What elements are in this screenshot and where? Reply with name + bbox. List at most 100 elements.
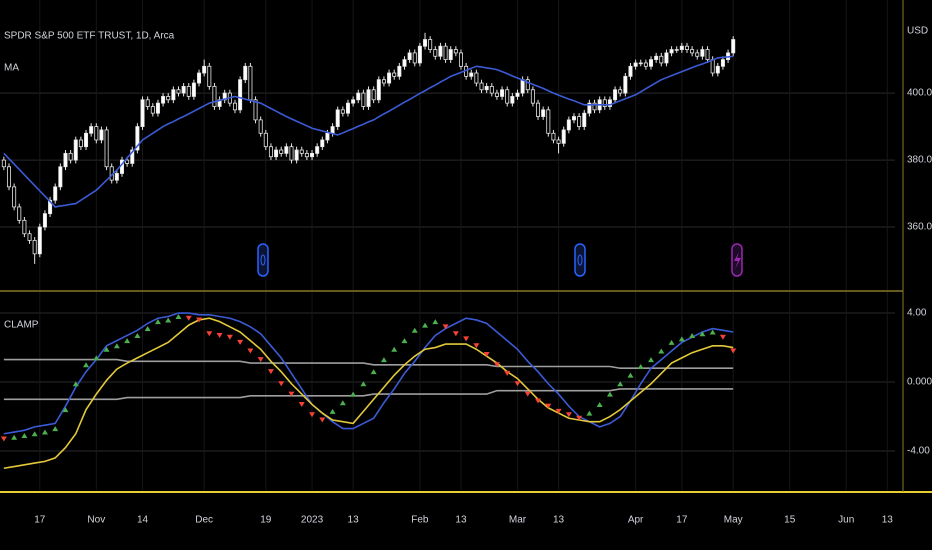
triangle-marker: [360, 381, 367, 387]
candle-body: [320, 139, 325, 148]
candle-body: [176, 89, 181, 94]
candle-body: [325, 132, 330, 141]
y-tick-label: 0.0000: [907, 377, 932, 388]
candle-body: [443, 45, 448, 61]
candle-body: [556, 139, 561, 144]
triangle-marker: [730, 348, 737, 354]
triangle-marker: [72, 381, 79, 387]
line: [3, 317, 734, 470]
candle-body: [258, 119, 263, 134]
x-tick-label: 17: [34, 515, 46, 526]
candle-body: [520, 79, 525, 94]
triangle-marker: [93, 355, 100, 361]
x-tick-label: 13: [348, 515, 360, 526]
candle-body: [58, 166, 63, 188]
candle-body: [458, 52, 463, 67]
triangle-marker: [678, 336, 685, 342]
candle-body: [541, 109, 546, 117]
candle-body: [99, 129, 104, 141]
triangle-marker: [175, 313, 182, 319]
candle-body: [566, 119, 571, 131]
candle-body: [17, 206, 22, 221]
triangle-marker: [463, 336, 470, 342]
x-tick-label: 15: [784, 515, 796, 526]
triangle-marker: [216, 332, 223, 338]
event-marker[interactable]: [257, 243, 269, 277]
triangle-marker: [586, 410, 593, 416]
triangle-marker: [134, 332, 141, 338]
event-marker[interactable]: [574, 243, 586, 277]
x-tick-label: 13: [553, 515, 565, 526]
candle-body: [618, 89, 623, 94]
triangle-marker: [565, 412, 572, 418]
triangle-marker: [62, 407, 69, 413]
candle-body: [428, 39, 433, 50]
candle-body: [392, 72, 397, 77]
y-tick-label: 4.00: [907, 308, 927, 319]
triangle-marker: [380, 357, 387, 363]
candle-body: [351, 99, 356, 104]
triangle-marker: [514, 381, 521, 387]
candle-body: [1, 159, 6, 168]
candle-body: [263, 132, 268, 148]
candle-body: [253, 99, 258, 121]
triangle-marker: [504, 370, 511, 376]
triangle-marker: [226, 334, 233, 340]
candle-body: [310, 152, 315, 158]
candle-body: [684, 45, 689, 50]
triangle-marker: [31, 431, 38, 437]
triangle-marker: [596, 401, 603, 407]
candle-body: [73, 139, 78, 161]
triangle-marker: [113, 343, 120, 349]
candle-body: [37, 226, 42, 255]
triangle-marker: [257, 357, 264, 363]
x-tick-label: Mar: [509, 515, 527, 526]
candle-body: [633, 62, 638, 67]
candle-body: [135, 126, 140, 151]
triangle-marker: [709, 329, 716, 335]
candle-body: [484, 85, 489, 91]
candle-body: [710, 59, 715, 74]
candle-body: [448, 49, 453, 61]
line: [3, 358, 734, 370]
candle-body: [89, 126, 94, 134]
x-tick-label: 17: [676, 515, 688, 526]
triangle-marker: [452, 331, 459, 337]
candle-body: [94, 126, 99, 141]
candle-body: [654, 55, 659, 61]
candle-body: [469, 72, 474, 77]
y-tick-label: 380.00: [907, 155, 932, 166]
candle-body: [361, 92, 366, 107]
candle-body: [335, 109, 340, 127]
candle-body: [22, 219, 27, 235]
candle-body: [525, 79, 530, 91]
triangle-marker: [298, 401, 305, 407]
y-tick-label: 360.00: [907, 222, 932, 233]
event-marker[interactable]: [731, 243, 743, 277]
candle-body: [705, 49, 710, 61]
candle-body: [438, 45, 443, 57]
triangle-marker: [648, 357, 655, 363]
triangle-marker: [267, 369, 274, 375]
candle-body: [700, 49, 705, 57]
candle-body: [387, 72, 392, 84]
x-tick-label: May: [724, 515, 743, 526]
line: [3, 55, 734, 208]
line: [3, 388, 734, 401]
candle-body: [546, 109, 551, 134]
candle-body: [510, 96, 515, 104]
candle-body: [279, 149, 284, 154]
triangle-marker: [154, 319, 161, 325]
triangle-marker: [11, 434, 18, 440]
candle-body: [577, 116, 582, 127]
triangle-marker: [401, 338, 408, 344]
candle-body: [289, 146, 294, 161]
candle-body: [407, 52, 412, 61]
candle-body: [587, 102, 592, 114]
triangle-marker: [606, 391, 613, 397]
candle-body: [145, 99, 150, 107]
candle-body: [638, 62, 643, 65]
triangle-marker: [555, 408, 562, 414]
triangle-marker: [432, 319, 439, 325]
triangle-marker: [545, 403, 552, 409]
